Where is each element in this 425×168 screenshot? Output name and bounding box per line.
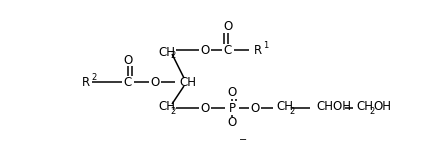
Text: P: P: [229, 101, 235, 115]
Text: O: O: [250, 101, 260, 115]
Text: O: O: [227, 87, 237, 99]
Text: C: C: [224, 44, 232, 56]
Text: R: R: [254, 44, 262, 56]
Text: 2: 2: [91, 73, 96, 81]
Text: R: R: [82, 75, 90, 89]
Text: CH: CH: [158, 46, 175, 58]
Text: CHOH: CHOH: [316, 100, 351, 114]
Text: O: O: [200, 101, 210, 115]
Text: OH: OH: [373, 100, 391, 114]
Text: 2: 2: [170, 108, 175, 116]
Text: 2: 2: [289, 108, 294, 116]
Text: CH: CH: [179, 75, 196, 89]
Text: O: O: [224, 20, 232, 33]
Text: CH: CH: [356, 100, 373, 114]
Text: CH: CH: [158, 100, 175, 114]
Text: O: O: [123, 53, 133, 67]
Text: −: −: [239, 135, 247, 145]
Text: C: C: [124, 75, 132, 89]
Text: O: O: [150, 75, 160, 89]
Text: 2: 2: [369, 108, 374, 116]
Text: O: O: [227, 116, 237, 130]
Text: CH: CH: [276, 100, 293, 114]
Text: 1: 1: [263, 40, 268, 50]
Text: 2: 2: [170, 51, 175, 59]
Text: O: O: [200, 44, 210, 56]
